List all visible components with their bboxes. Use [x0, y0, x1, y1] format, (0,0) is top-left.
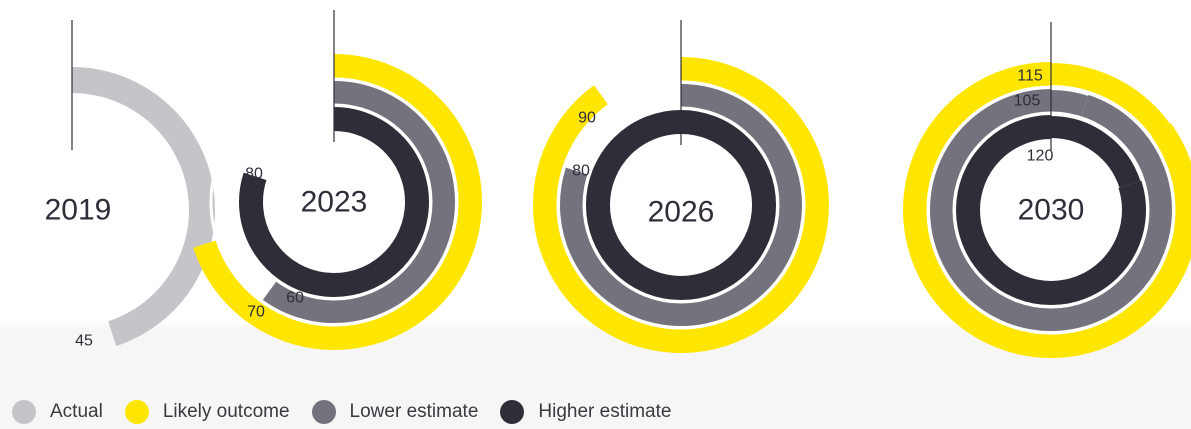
value-label-higher-estimate-2023: 80: [245, 166, 263, 183]
year-label-2026: 2026: [648, 196, 715, 229]
ring-actual-2019: [71, 67, 215, 346]
ring-overlap-likely-outcome-2030: [1050, 63, 1170, 137]
radial-chart-2023: 2023 70 60 80: [193, 10, 482, 350]
ring-lower-estimate-2026: [560, 84, 802, 326]
legend-item-actual: Actual: [12, 400, 103, 424]
value-label-higher-estimate-2030: 120: [1027, 148, 1054, 165]
legend-swatch-higher: [500, 400, 525, 424]
radial-chart-2019: 2019 45: [45, 20, 215, 350]
value-label-likely-outcome-2023: 70: [247, 304, 265, 321]
legend-item-lower: Lower estimate: [311, 400, 479, 424]
value-label-likely-outcome-2026: 90: [578, 110, 596, 127]
value-label-lower-estimate-2023: 60: [286, 290, 304, 307]
value-label-likely-outcome-2030: 115: [1017, 68, 1043, 85]
legend-label-likely: Likely outcome: [162, 401, 290, 422]
ring-lower-estimate-2030: [930, 89, 1172, 332]
radial-chart-2026: 2026 90 80 100: [533, 20, 829, 353]
legend: Actual Likely outcome Lower estimate Hig…: [12, 400, 693, 424]
ring-overlap-higher-estimate-2030: [1050, 116, 1141, 189]
value-label-lower-estimate-2030: 105: [1014, 93, 1041, 110]
radial-chart-2030: 2030 115 105 120: [903, 22, 1191, 359]
year-label-2023: 2023: [301, 186, 368, 219]
legend-label-actual: Actual: [50, 401, 103, 422]
legend-label-higher: Higher estimate: [538, 401, 672, 422]
legend-swatch-likely: [124, 400, 149, 424]
ring-overlap-lower-estimate-2030: [1050, 90, 1089, 117]
legend-swatch-lower: [311, 400, 336, 424]
ring-likely-outcome-2030: [903, 62, 1191, 359]
value-label-higher-estimate-2026: 100: [649, 121, 676, 138]
ring-higher-estimate-2026: [586, 110, 776, 301]
year-label-2030: 2030: [1018, 194, 1085, 227]
legend-item-higher: Higher estimate: [500, 400, 671, 424]
ring-higher-estimate-2023: [239, 107, 429, 297]
year-label-2019: 2019: [45, 194, 112, 227]
ring-likely-outcome-2026: [533, 57, 829, 353]
value-label-actual-2019: 45: [75, 333, 93, 350]
ring-lower-estimate-2023: [262, 81, 455, 323]
legend-item-likely: Likely outcome: [124, 400, 290, 424]
ring-likely-outcome-2023: [193, 54, 482, 350]
value-label-lower-estimate-2026: 80: [572, 163, 590, 180]
legend-label-lower: Lower estimate: [349, 401, 479, 422]
legend-swatch-actual: [12, 400, 36, 424]
